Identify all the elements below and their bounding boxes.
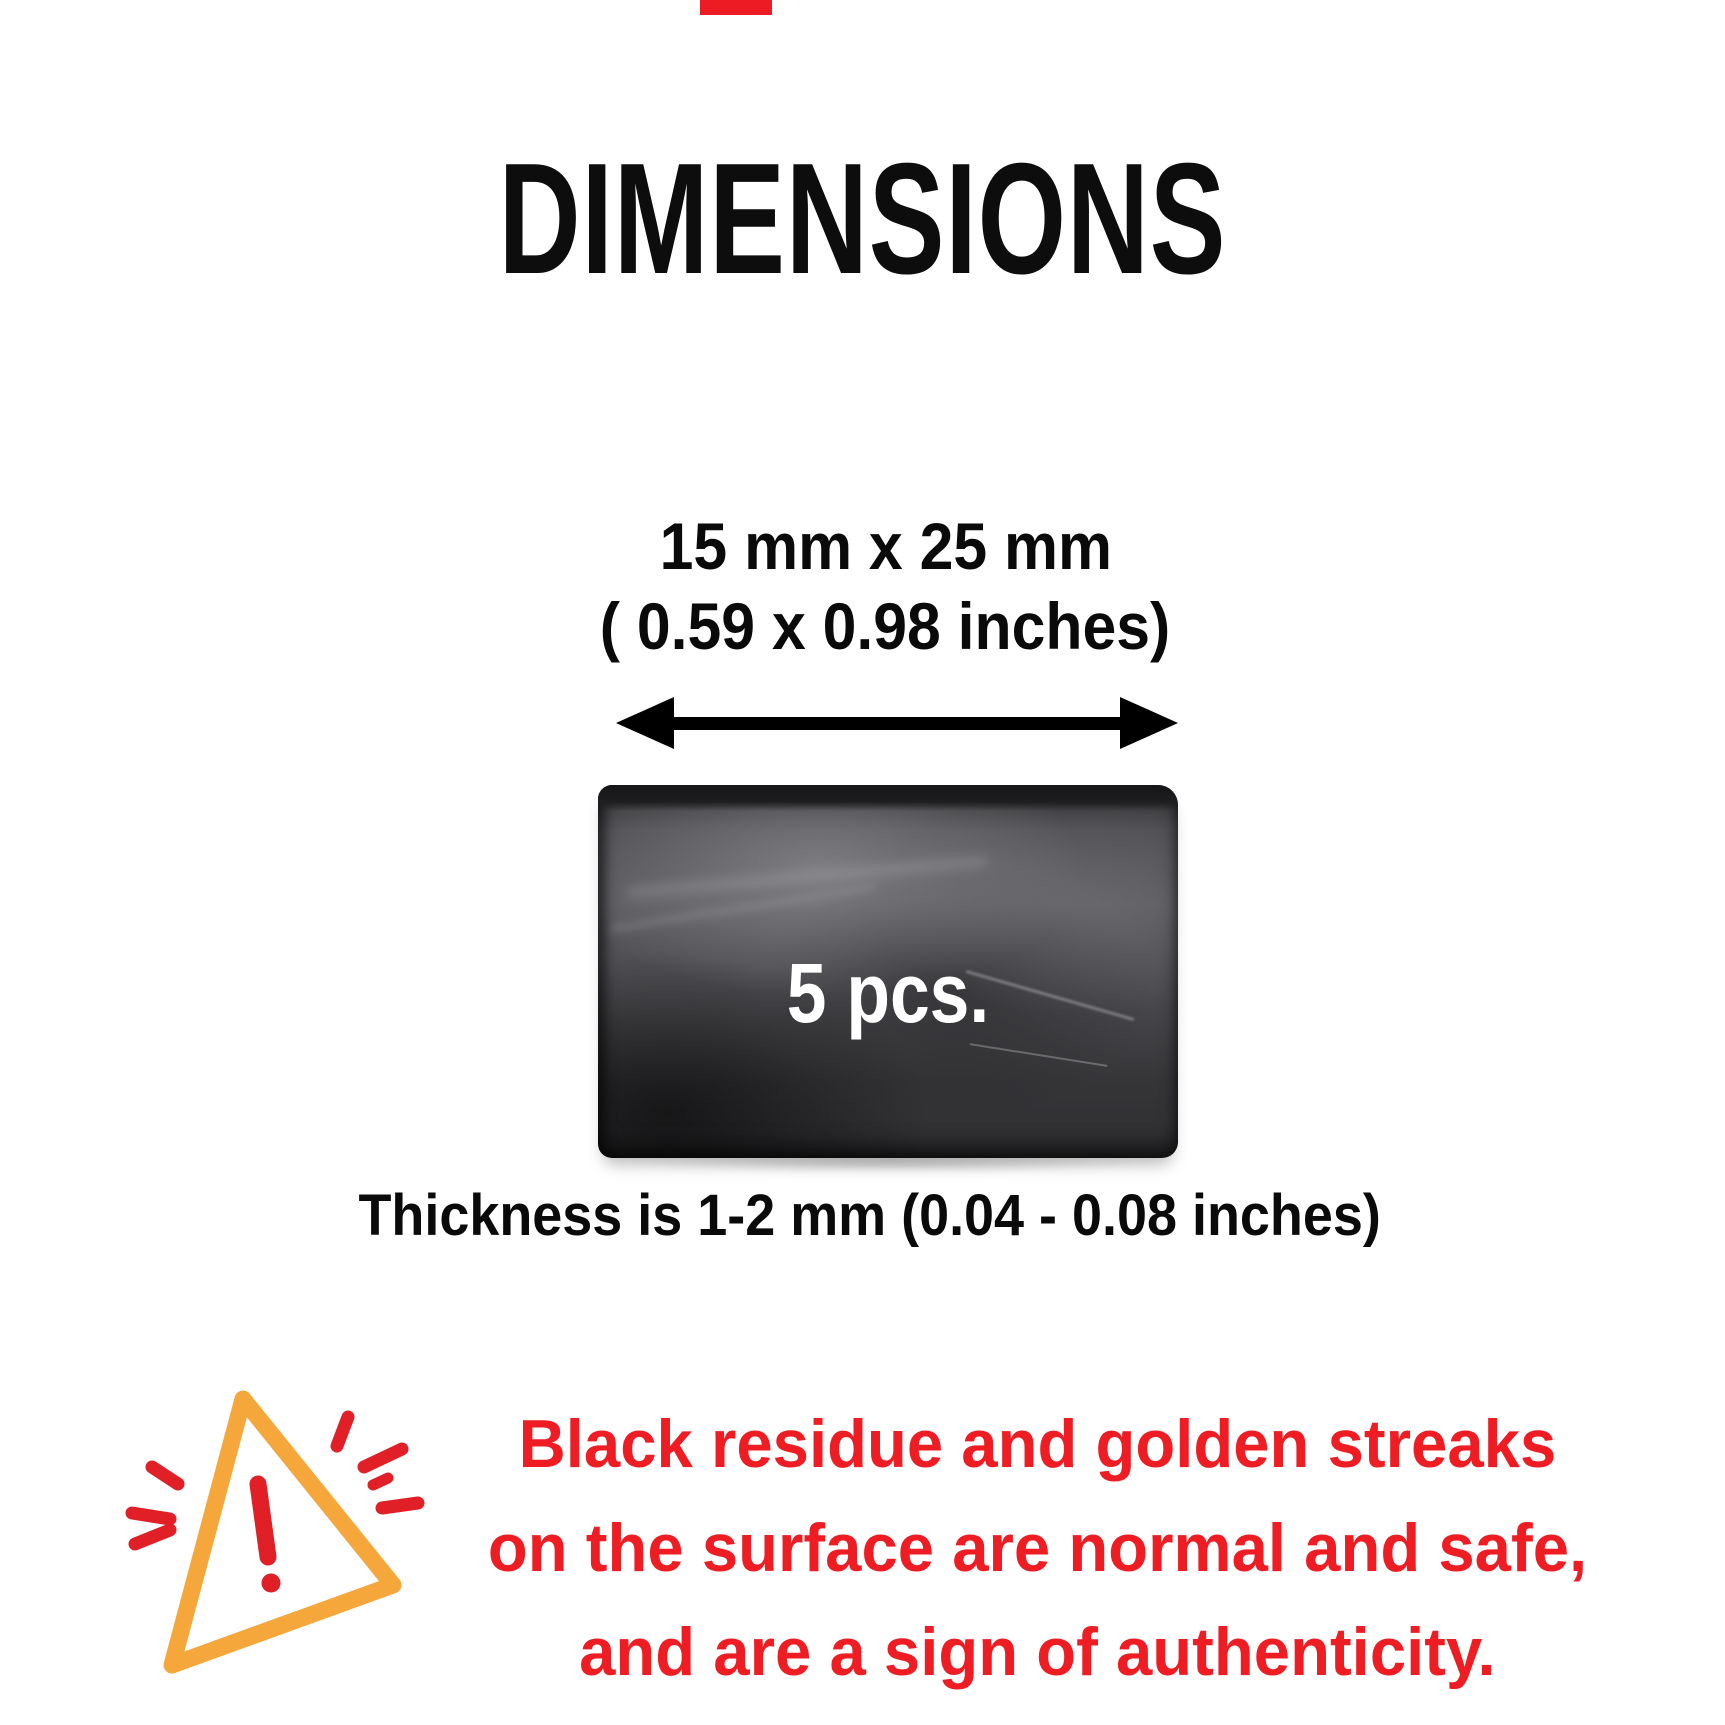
spark-dash xyxy=(367,1472,394,1491)
warning-triangle-outline xyxy=(163,1390,402,1674)
warning-text: Black residue and golden streaks on the … xyxy=(430,1392,1645,1704)
shungite-plate-photo: 5 pcs. xyxy=(598,785,1178,1158)
warning-triangle-icon xyxy=(125,1390,425,1674)
thickness-label: Thickness is 1-2 mm (0.04 - 0.08 inches) xyxy=(358,1183,1382,1248)
spark-dash xyxy=(330,1410,355,1453)
plate-scratch xyxy=(966,969,1135,1021)
page-title: DIMENSIONS xyxy=(0,140,1725,298)
plate-top-bevel xyxy=(598,785,1178,811)
size-label: 15 mm x 25 mm ( 0.59 x 0.98 inches) xyxy=(46,506,1725,666)
warning-text-line3: and are a sign of authenticity. xyxy=(579,1614,1496,1690)
exclamation-dot xyxy=(261,1573,281,1593)
exclamation-bar xyxy=(249,1475,277,1566)
plate-scratch xyxy=(969,1042,1108,1067)
arrowhead-left-icon xyxy=(616,697,674,749)
warning-text-line2: on the surface are normal and safe, xyxy=(487,1510,1588,1586)
spark-dash xyxy=(375,1496,425,1515)
size-label-line1: 15 mm x 25 mm xyxy=(659,509,1112,583)
top-red-mark xyxy=(700,0,772,15)
arrowhead-right-icon xyxy=(1120,697,1178,749)
page-title-text: DIMENSIONS xyxy=(498,131,1227,307)
plate-vein xyxy=(627,855,987,899)
width-double-arrow-icon xyxy=(616,697,1178,749)
plate-shadow xyxy=(620,1152,1160,1172)
spark-dash xyxy=(145,1460,185,1491)
spark-dash xyxy=(128,1523,177,1551)
size-label-line2: ( 0.59 x 0.98 inches) xyxy=(600,589,1171,663)
warning-text-line1: Black residue and golden streaks xyxy=(518,1406,1557,1482)
spark-dash xyxy=(125,1506,177,1526)
spark-dash xyxy=(357,1442,409,1474)
arrow-shaft xyxy=(674,716,1120,730)
piece-count-label: 5 pcs. xyxy=(786,946,990,1040)
